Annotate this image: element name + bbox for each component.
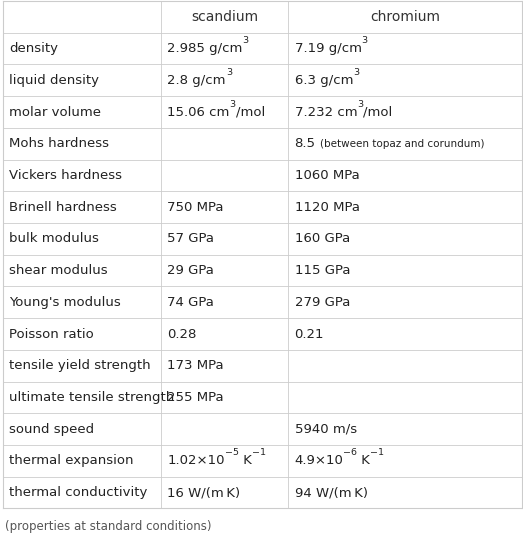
Text: 0.21: 0.21 — [294, 327, 324, 340]
Text: 3: 3 — [230, 100, 236, 108]
Text: ultimate tensile strength: ultimate tensile strength — [9, 391, 174, 404]
Text: 255 MPa: 255 MPa — [167, 391, 224, 404]
Text: Young's modulus: Young's modulus — [9, 296, 121, 309]
Text: molar volume: molar volume — [9, 106, 101, 119]
Text: 1120 MPa: 1120 MPa — [294, 201, 359, 214]
Text: −6: −6 — [344, 448, 357, 457]
Text: Mohs hardness: Mohs hardness — [9, 137, 109, 150]
Text: 4.9×10: 4.9×10 — [294, 454, 344, 467]
Text: 279 GPa: 279 GPa — [294, 296, 350, 309]
Text: Vickers hardness: Vickers hardness — [9, 169, 122, 182]
Text: K: K — [357, 454, 370, 467]
Text: 750 MPa: 750 MPa — [167, 201, 224, 214]
Text: (between topaz and corundum): (between topaz and corundum) — [320, 139, 484, 149]
Text: 5940 m/s: 5940 m/s — [294, 423, 357, 436]
Text: 2.985 g/cm: 2.985 g/cm — [167, 42, 243, 55]
Text: 57 GPa: 57 GPa — [167, 233, 214, 246]
Text: 94 W/(m K): 94 W/(m K) — [294, 486, 368, 499]
Text: 1.02×10: 1.02×10 — [167, 454, 225, 467]
Text: /mol: /mol — [363, 106, 393, 119]
Text: shear modulus: shear modulus — [9, 264, 108, 277]
Text: 3: 3 — [357, 100, 363, 108]
Text: 74 GPa: 74 GPa — [167, 296, 214, 309]
Text: 6.3 g/cm: 6.3 g/cm — [294, 74, 353, 87]
Text: chromium: chromium — [370, 10, 440, 24]
Text: 15.06 cm: 15.06 cm — [167, 106, 230, 119]
Text: 160 GPa: 160 GPa — [294, 233, 350, 246]
Text: 7.232 cm: 7.232 cm — [294, 106, 357, 119]
Text: 1060 MPa: 1060 MPa — [294, 169, 359, 182]
Text: K: K — [239, 454, 252, 467]
Text: 3: 3 — [226, 68, 232, 77]
Text: 29 GPa: 29 GPa — [167, 264, 214, 277]
Text: −5: −5 — [225, 448, 239, 457]
Text: density: density — [9, 42, 58, 55]
Text: (properties at standard conditions): (properties at standard conditions) — [5, 520, 212, 533]
Text: scandium: scandium — [191, 10, 258, 24]
Text: −1: −1 — [252, 448, 266, 457]
Text: 16 W/(m K): 16 W/(m K) — [167, 486, 241, 499]
Text: 2.8 g/cm: 2.8 g/cm — [167, 74, 226, 87]
Text: tensile yield strength: tensile yield strength — [9, 359, 151, 372]
Text: sound speed: sound speed — [9, 423, 94, 436]
Text: thermal expansion: thermal expansion — [9, 454, 133, 467]
Text: 3: 3 — [361, 36, 368, 45]
Text: thermal conductivity: thermal conductivity — [9, 486, 147, 499]
Text: liquid density: liquid density — [9, 74, 99, 87]
Text: 0.28: 0.28 — [167, 327, 197, 340]
Text: 115 GPa: 115 GPa — [294, 264, 350, 277]
Text: 3: 3 — [353, 68, 359, 77]
Text: 7.19 g/cm: 7.19 g/cm — [294, 42, 361, 55]
Text: −1: −1 — [370, 448, 384, 457]
Text: 173 MPa: 173 MPa — [167, 359, 224, 372]
Text: 3: 3 — [243, 36, 249, 45]
Text: Brinell hardness: Brinell hardness — [9, 201, 117, 214]
Text: 8.5: 8.5 — [294, 137, 315, 150]
Text: bulk modulus: bulk modulus — [9, 233, 99, 246]
Text: Poisson ratio: Poisson ratio — [9, 327, 94, 340]
Text: /mol: /mol — [236, 106, 265, 119]
